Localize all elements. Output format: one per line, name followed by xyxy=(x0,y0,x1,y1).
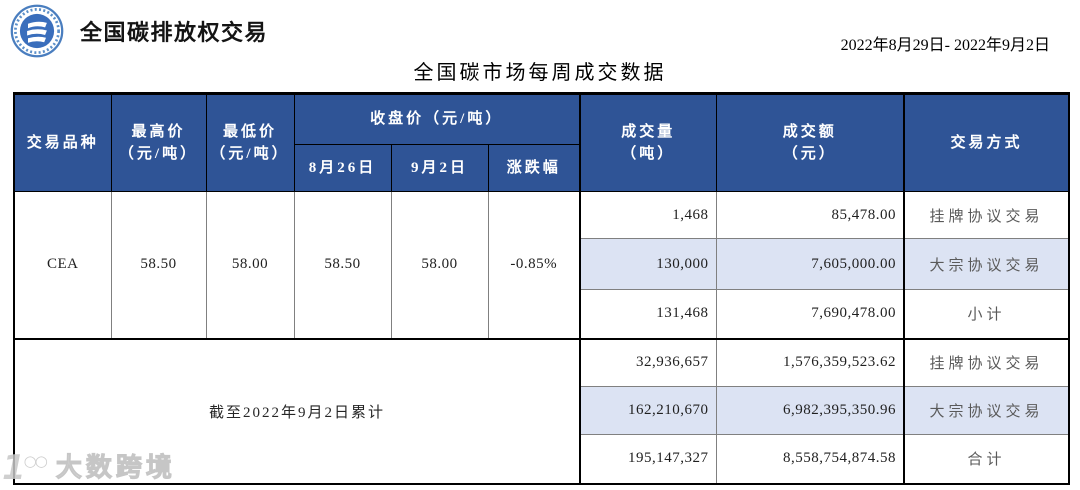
cumulative-label: 截至2022年9月2日累计 xyxy=(13,337,581,484)
cell-volume: 195,147,327 xyxy=(579,434,717,484)
col-header-amount: 成交额 （元） xyxy=(715,93,905,192)
table-row: 130,000 7,605,000.00 大宗协议交易 xyxy=(14,238,1070,290)
col-header-change: 涨跌幅 xyxy=(487,144,581,192)
col-header-close-d2: 9月2日 xyxy=(390,144,489,192)
brand-title: 全国碳排放权交易 xyxy=(80,20,269,45)
table-row: 截至2022年9月2日累计 32,936,657 1,576,359,523.6… xyxy=(13,337,1070,484)
cell-volume: 32,936,657 xyxy=(579,337,717,387)
cell-method: 挂牌协议交易 xyxy=(903,337,1070,387)
cell-amount: 8,558,754,874.58 xyxy=(715,434,905,484)
cell-variety: CEA xyxy=(13,191,112,339)
cell-amount: 85,478.00 xyxy=(715,191,905,239)
cell-low: 58.00 xyxy=(205,191,295,339)
cell-amount: 7,690,478.00 xyxy=(715,289,905,339)
table-row: CEA 58.50 58.00 58.50 58.00 -0.85% 1,468… xyxy=(13,191,1070,339)
cell-method: 合计 xyxy=(903,434,1070,484)
table-row: 131,468 7,690,478.00 小计 xyxy=(14,289,1070,339)
table-row: 195,147,327 8,558,754,874.58 合计 xyxy=(14,434,1070,484)
cell-amount: 1,576,359,523.62 xyxy=(715,337,905,387)
cell-volume: 1,468 xyxy=(579,191,717,239)
cell-method: 挂牌协议交易 xyxy=(903,191,1070,239)
page-title: 全国碳市场每周成交数据 xyxy=(413,62,667,84)
cell-change: -0.85% xyxy=(487,191,581,339)
col-header-method: 交易方式 xyxy=(903,93,1070,192)
cell-method: 大宗协议交易 xyxy=(903,386,1070,435)
col-header-volume: 成交量 （吨） xyxy=(579,93,717,192)
cell-volume: 162,210,670 xyxy=(579,386,717,435)
date-range: 2022年8月29日- 2022年9月2日 xyxy=(840,37,1050,54)
cell-method: 大宗协议交易 xyxy=(903,238,1070,290)
carbon-exchange-logo-icon xyxy=(10,4,64,58)
cell-close-d2: 58.00 xyxy=(390,191,489,339)
cell-amount: 6,982,395,350.96 xyxy=(715,386,905,435)
col-header-variety: 交易品种 xyxy=(13,93,112,192)
cell-high: 58.50 xyxy=(110,191,207,339)
header-row-2: 8月26日 9月2日 涨跌幅 xyxy=(14,144,1069,192)
col-header-close-group: 收盘价（元/吨） xyxy=(293,93,581,145)
cell-amount: 7,605,000.00 xyxy=(715,238,905,290)
col-header-close-d1: 8月26日 xyxy=(293,144,392,192)
col-header-high: 最高价 （元/吨） xyxy=(110,93,207,192)
cell-method: 小计 xyxy=(903,289,1070,339)
header-row-1: 交易品种 最高价 （元/吨） 最低价 （元/吨） 收盘价（元/吨） 成交量 （吨… xyxy=(13,93,1070,192)
cell-volume: 131,468 xyxy=(579,289,717,339)
weekly-trade-table: 交易品种 最高价 （元/吨） 最低价 （元/吨） 收盘价（元/吨） 成交量 （吨… xyxy=(13,92,1070,485)
col-header-low: 最低价 （元/吨） xyxy=(205,93,295,192)
brand-header: 全国碳排放权交易 xyxy=(10,4,268,58)
table-row: 162,210,670 6,982,395,350.96 大宗协议交易 xyxy=(14,386,1070,435)
cell-close-d1: 58.50 xyxy=(293,191,392,339)
cell-volume: 130,000 xyxy=(579,238,717,290)
